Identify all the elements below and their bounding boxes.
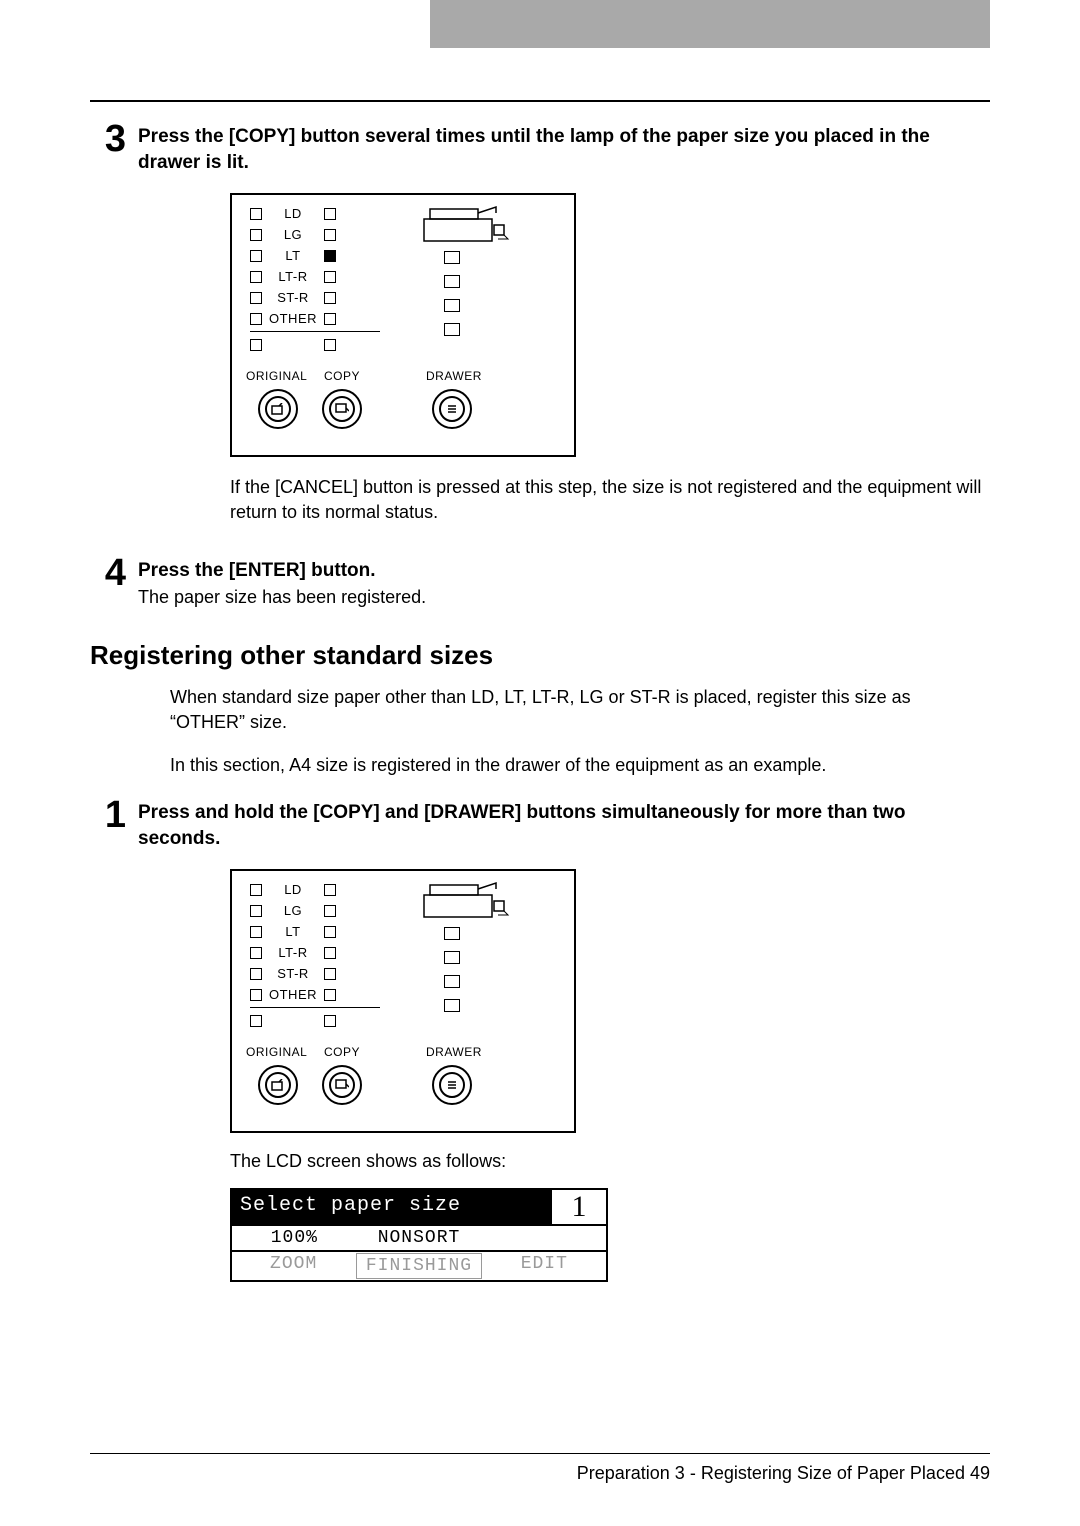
lcd-row-main: Select paper size 1 [232, 1190, 606, 1224]
printer-icon [418, 881, 510, 928]
page-footer: Preparation 3 - Registering Size of Pape… [577, 1463, 990, 1484]
drawer-label: DRAWER [426, 1045, 482, 1059]
step-number: 4 [90, 554, 138, 610]
drawer-label: DRAWER [426, 369, 482, 383]
printer-icon [418, 205, 510, 252]
drawer-indicators [444, 927, 460, 1023]
rule-bottom [90, 1453, 990, 1454]
copy-button [322, 389, 362, 429]
lcd-cell: 100% [232, 1226, 357, 1250]
lcd-main-text: Select paper size [232, 1190, 550, 1224]
drawer-button [432, 389, 472, 429]
size-list: LD LG LT LT-R ST-R OTHER [246, 879, 380, 1031]
drawer-indicators [444, 251, 460, 347]
section-paragraph: In this section, A4 size is registered i… [170, 753, 990, 778]
step-title: Press and hold the [COPY] and [DRAWER] b… [138, 800, 990, 851]
lcd-row-3: ZOOM FINISHING EDIT [232, 1250, 606, 1280]
lcd-cell: FINISHING [356, 1253, 481, 1279]
step-4: 4 Press the [ENTER] button. The paper si… [90, 554, 990, 610]
original-button [258, 389, 298, 429]
step-body: Press and hold the [COPY] and [DRAWER] b… [138, 796, 990, 851]
control-panel: LD LG LT LT-R ST-R OTHER ORIGINALCOPY [230, 193, 576, 457]
lcd-cell: EDIT [483, 1252, 606, 1280]
lcd-cell: NONSORT [357, 1226, 482, 1250]
panel-buttons-left [258, 389, 362, 429]
step-number: 3 [90, 120, 138, 175]
lcd-screen: Select paper size 1 100% NONSORT ZOOM FI… [230, 1188, 608, 1282]
control-panel: LD LG LT LT-R ST-R OTHER ORIGINALCOPY [230, 869, 576, 1133]
section-heading: Registering other standard sizes [90, 640, 990, 671]
copy-button [322, 1065, 362, 1105]
header-tab-gray [430, 0, 990, 48]
lcd-cell: ZOOM [232, 1252, 355, 1280]
step-1b: 1 Press and hold the [COPY] and [DRAWER]… [90, 796, 990, 851]
manual-page: 3 Press the [COPY] button several times … [0, 0, 1080, 1526]
column-labels: ORIGINALCOPY [246, 1045, 368, 1059]
lcd-step-number: 1 [550, 1190, 606, 1224]
step-title: Press the [ENTER] button. [138, 558, 990, 584]
lcd-row-2: 100% NONSORT [232, 1224, 606, 1250]
step-3: 3 Press the [COPY] button several times … [90, 120, 990, 175]
step-text: The paper size has been registered. [138, 585, 990, 609]
panel-buttons-left [258, 1065, 362, 1105]
lcd-intro-text: The LCD screen shows as follows: [230, 1151, 990, 1172]
section-paragraph: When standard size paper other than LD, … [170, 685, 990, 735]
step-body: Press the [ENTER] button. The paper size… [138, 554, 990, 610]
size-list: LD LG LT LT-R ST-R OTHER [246, 203, 380, 355]
column-labels: ORIGINALCOPY [246, 369, 368, 383]
panel-diagram-step1b: LD LG LT LT-R ST-R OTHER ORIGINALCOPY [230, 869, 990, 1133]
panel-diagram-step3: LD LG LT LT-R ST-R OTHER ORIGINALCOPY [230, 193, 990, 457]
original-button [258, 1065, 298, 1105]
step-number: 1 [90, 796, 138, 851]
step-body: Press the [COPY] button several times un… [138, 120, 990, 175]
rule-top [90, 100, 990, 102]
lcd-cell [481, 1226, 606, 1250]
content-area: 3 Press the [COPY] button several times … [90, 120, 990, 1282]
drawer-button [432, 1065, 472, 1105]
step-title: Press the [COPY] button several times un… [138, 124, 990, 175]
step3-followup: If the [CANCEL] button is pressed at thi… [230, 475, 990, 525]
